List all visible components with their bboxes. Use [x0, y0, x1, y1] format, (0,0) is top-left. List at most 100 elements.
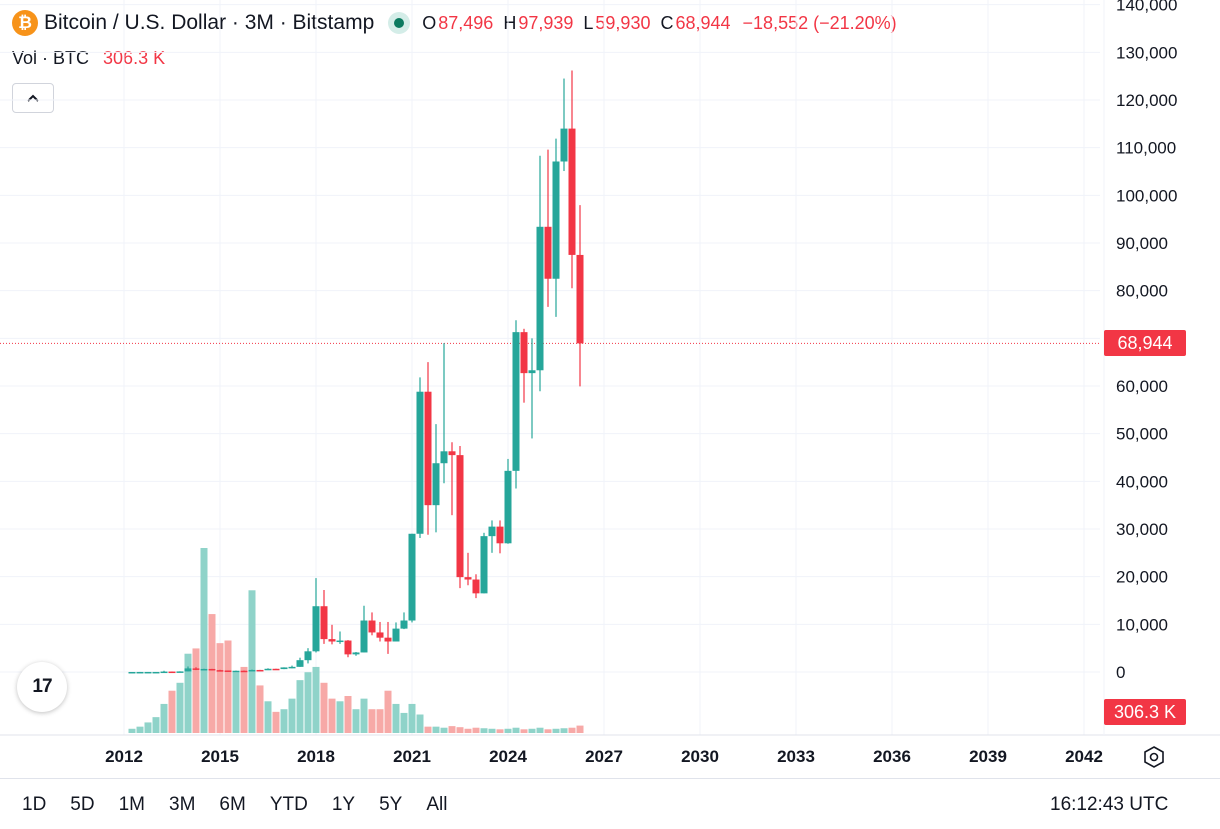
- y-tick-label: 40,000: [1116, 472, 1168, 491]
- range-button-1m[interactable]: 1M: [118, 794, 145, 815]
- volume-bar: [224, 640, 232, 733]
- y-tick-label: 20,000: [1116, 568, 1168, 587]
- candle-body: [560, 128, 568, 162]
- volume-bar: [480, 728, 488, 733]
- symbol-title[interactable]: Bitcoin / U.S. Dollar · 3M · Bitstamp: [44, 11, 375, 34]
- candle-body: [568, 128, 576, 255]
- volume-bar: [152, 717, 160, 733]
- candle-body: [376, 632, 384, 638]
- market-status-icon[interactable]: [388, 12, 411, 34]
- range-button-3m[interactable]: 3M: [169, 794, 196, 815]
- candle-body: [272, 668, 280, 671]
- bitcoin-logo-icon: ₿: [12, 10, 38, 36]
- volume-bar: [136, 726, 144, 733]
- x-tick-label: 2012: [105, 747, 143, 766]
- volume-bar: [144, 722, 152, 733]
- range-button-5y[interactable]: 5Y: [379, 794, 403, 815]
- volume-bar: [256, 685, 264, 733]
- candle-body: [512, 332, 520, 471]
- x-tick-label: 2033: [777, 747, 815, 766]
- candle-body: [536, 226, 544, 371]
- candle-body: [328, 639, 336, 642]
- volume-bar: [352, 709, 360, 733]
- collapse-legend-button[interactable]: [12, 83, 54, 113]
- ohlc-values: O 87,496 H 97,939 L 59,930 C 68,944 −18,…: [422, 13, 896, 34]
- bottom-toolbar: [0, 778, 1220, 829]
- volume-bar: [200, 548, 208, 733]
- candle-body: [464, 577, 472, 580]
- candle-body: [352, 652, 360, 655]
- candle-body: [192, 668, 200, 670]
- volume-bar: [208, 614, 216, 733]
- candle-body: [128, 671, 136, 674]
- volume-bar: [336, 701, 344, 733]
- volume-value: 306.3 K: [103, 48, 166, 68]
- volume-bar: [488, 728, 496, 733]
- candle-body: [528, 370, 536, 374]
- volume-bar: [312, 666, 320, 733]
- candle-body: [472, 579, 480, 594]
- candle-body: [304, 651, 312, 661]
- volume-bar: [568, 727, 576, 733]
- volume-bar: [432, 726, 440, 733]
- range-selector: 1D 5D 1M 3M 6M YTD 1Y 5Y All: [10, 794, 459, 816]
- last-volume-label: 306.3 K: [1104, 699, 1186, 725]
- volume-bar: [560, 728, 568, 733]
- candle-body: [248, 669, 256, 672]
- range-button-5d[interactable]: 5D: [70, 794, 95, 815]
- candle-body: [368, 620, 376, 633]
- y-tick-label: 140,000: [1116, 0, 1177, 15]
- volume-bar: [160, 703, 168, 733]
- range-button-1d[interactable]: 1D: [22, 794, 47, 815]
- y-tick-label: 120,000: [1116, 91, 1177, 110]
- volume-bar: [176, 682, 184, 733]
- price-chart[interactable]: 140,000 130,000 120,000 110,000 100,000 90,00…: [0, 0, 1220, 778]
- volume-bar: [216, 643, 224, 733]
- range-button-1y[interactable]: 1Y: [331, 794, 356, 815]
- volume-bar: [496, 729, 504, 733]
- volume-bar: [232, 672, 240, 733]
- candle-body: [520, 332, 528, 374]
- candle-body: [136, 671, 144, 674]
- range-button-6m[interactable]: 6M: [219, 794, 246, 815]
- range-button-ytd[interactable]: YTD: [269, 794, 308, 815]
- volume-legend[interactable]: Vol · BTC 306.3 K: [12, 48, 165, 69]
- x-tick-label: 2039: [969, 747, 1007, 766]
- candle-body: [208, 668, 216, 671]
- range-button-all[interactable]: All: [426, 794, 448, 815]
- volume-bar: [536, 727, 544, 733]
- candle-body: [480, 536, 488, 594]
- candle-body: [200, 668, 208, 671]
- volume-bar: [552, 728, 560, 733]
- utc-clock[interactable]: 16:12:43 UTC: [1050, 794, 1169, 815]
- volume-bar: [440, 727, 448, 733]
- high-label: H: [503, 12, 517, 33]
- x-tick-label: 2030: [681, 747, 719, 766]
- symbol-legend[interactable]: ₿ Bitcoin / U.S. Dollar · 3M · Bitstamp …: [12, 9, 897, 37]
- x-tick-label: 2036: [873, 747, 911, 766]
- y-tick-label: 60,000: [1116, 377, 1168, 396]
- candle-body: [264, 668, 272, 671]
- volume-bar: [248, 590, 256, 733]
- candle-body: [256, 669, 264, 672]
- volume-bar: [456, 727, 464, 733]
- chart-settings-icon[interactable]: [1140, 743, 1168, 771]
- y-tick-label: 30,000: [1116, 520, 1168, 539]
- candle-body: [344, 640, 352, 655]
- candle-body: [184, 668, 192, 672]
- volume-bar: [344, 696, 352, 733]
- x-tick-label: 2015: [201, 747, 239, 766]
- x-tick-label: 2024: [489, 747, 527, 766]
- volume-bar: [408, 703, 416, 733]
- candle-body: [440, 451, 448, 464]
- x-tick-label: 2027: [585, 747, 623, 766]
- candle-body: [360, 620, 368, 653]
- volume-bar: [296, 680, 304, 733]
- candle-body: [152, 671, 160, 674]
- candle-body: [424, 391, 432, 506]
- volume-bar: [272, 711, 280, 733]
- change-value: −18,552 (−21.20%): [742, 12, 897, 33]
- tradingview-logo-icon[interactable]: 17: [17, 662, 67, 712]
- candle-body: [504, 470, 512, 544]
- close-label: C: [660, 12, 674, 33]
